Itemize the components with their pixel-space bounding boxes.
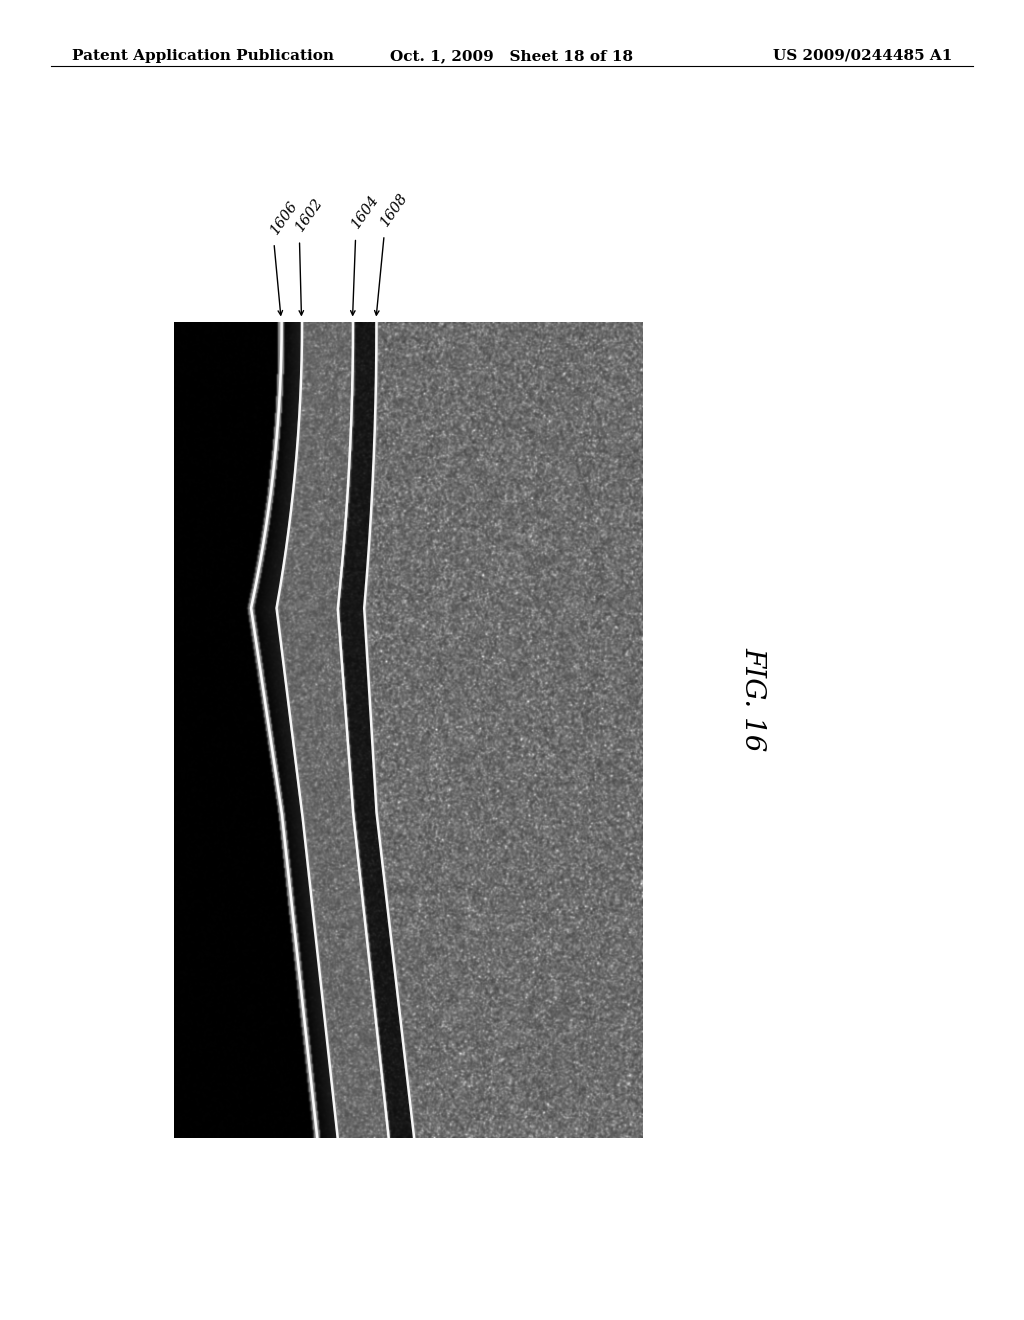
Text: US 2009/0244485 A1: US 2009/0244485 A1 bbox=[773, 49, 952, 63]
Text: 1602: 1602 bbox=[293, 195, 326, 234]
Text: 1604: 1604 bbox=[349, 193, 382, 231]
Text: FIG. 16: FIG. 16 bbox=[739, 647, 766, 752]
Text: Patent Application Publication: Patent Application Publication bbox=[72, 49, 334, 63]
Text: 1606: 1606 bbox=[268, 198, 301, 236]
Text: 1608: 1608 bbox=[378, 190, 411, 228]
Text: Oct. 1, 2009   Sheet 18 of 18: Oct. 1, 2009 Sheet 18 of 18 bbox=[390, 49, 634, 63]
